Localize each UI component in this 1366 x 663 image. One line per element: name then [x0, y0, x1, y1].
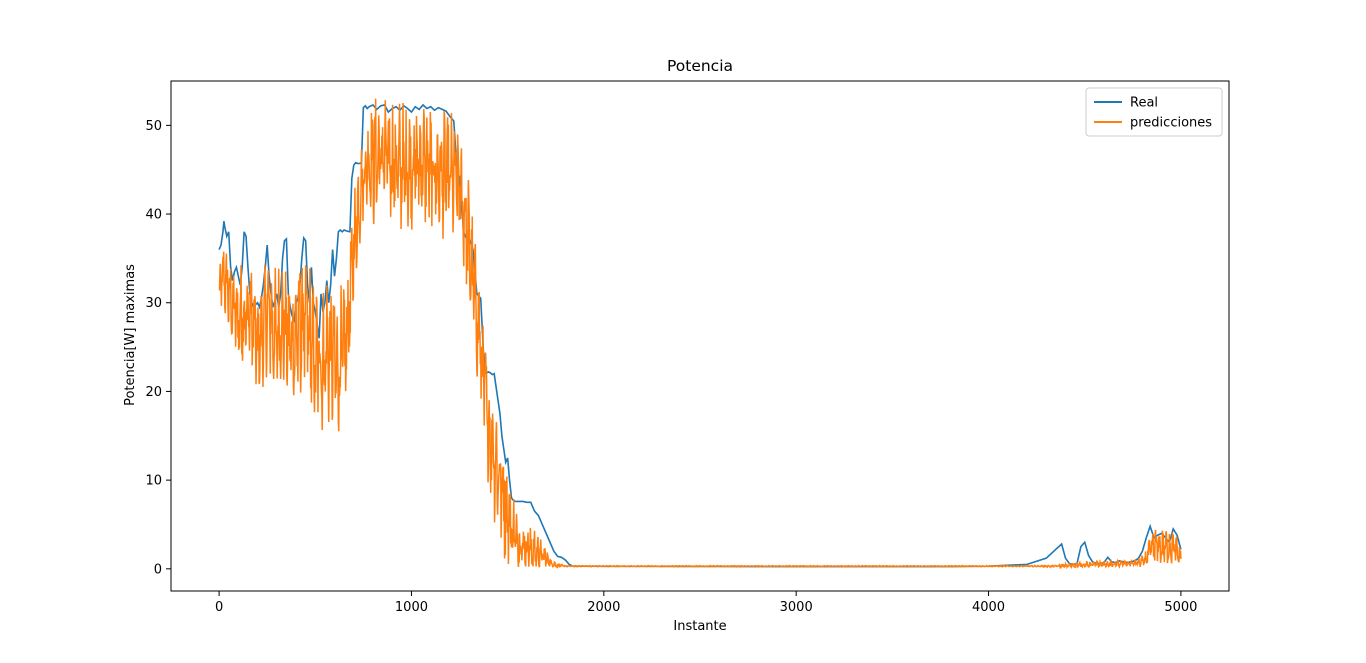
x-tick-label: 5000	[1164, 600, 1197, 615]
series-real-line	[218, 103, 1182, 568]
x-axis-label: Instante	[673, 619, 726, 634]
legend: Real predicciones	[1085, 87, 1223, 137]
x-tick-label: 4000	[972, 600, 1005, 615]
plot-frame	[170, 80, 1230, 592]
x-tick-label: 1000	[395, 600, 428, 615]
y-tick-label: 20	[145, 385, 162, 400]
y-tick-label: 10	[145, 474, 162, 489]
x-tick-label: 0	[215, 600, 223, 615]
y-tick-label: 50	[145, 119, 162, 134]
y-axis-label: Potencia[W] maximas	[123, 264, 138, 406]
x-tick-label: 2000	[587, 600, 620, 615]
y-tick-label: 30	[145, 296, 162, 311]
legend-label: predicciones	[1130, 116, 1212, 131]
x-tick-label: 3000	[780, 600, 813, 615]
chart-title: Potencia	[667, 57, 733, 75]
y-tick-label: 40	[145, 208, 162, 223]
series-predicciones-line	[218, 98, 1182, 570]
plot-area: 0 1000 2000 3000 4000 5000 0 10 20 30 40 50	[145, 80, 1230, 615]
legend-label: Real	[1130, 96, 1158, 111]
legend-box	[1085, 87, 1223, 137]
y-tick-label: 0	[154, 562, 162, 577]
